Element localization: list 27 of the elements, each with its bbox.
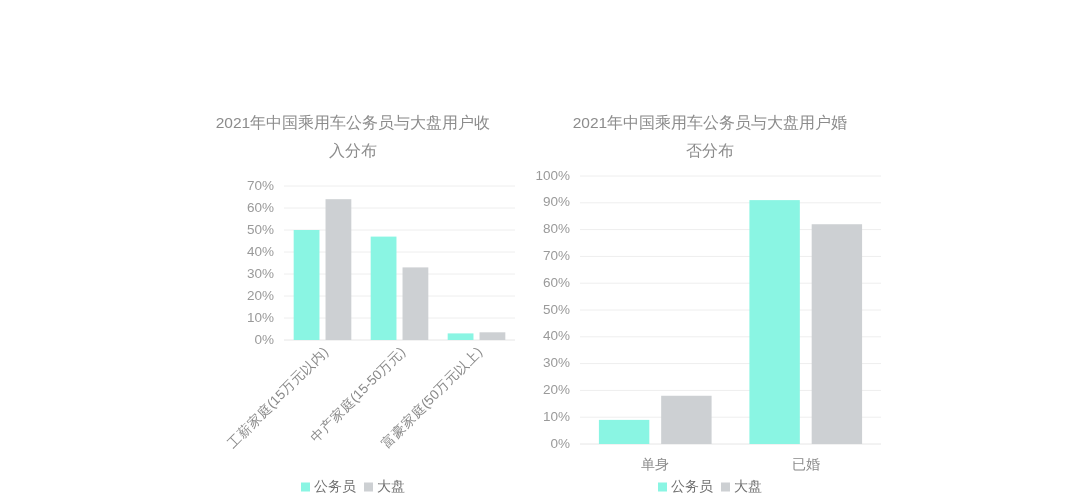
y-tick-label: 30%: [246, 265, 274, 281]
y-tick-label: 0%: [550, 435, 570, 451]
y-tick-label: 30%: [542, 355, 570, 371]
y-tick-label: 50%: [246, 221, 274, 237]
legend-label: 大盘: [734, 478, 762, 494]
y-tick-label: 40%: [246, 243, 274, 259]
y-tick-label: 60%: [246, 199, 274, 215]
title: 2021年中国乘用车公务员与大盘用户收入分布: [215, 114, 491, 160]
y-tick-label: 100%: [535, 167, 570, 183]
legend-label: 大盘: [377, 478, 405, 494]
y-tick-label: 70%: [542, 247, 570, 263]
y-tick-label: 20%: [542, 381, 570, 397]
y-tick-label: 70%: [246, 177, 274, 193]
title: 2021年中国乘用车公务员与大盘用户婚否分布: [572, 114, 848, 160]
legend-label: 公务员: [314, 478, 356, 494]
y-tick-label: 60%: [542, 274, 570, 290]
x-tick-label: 已婚: [791, 456, 820, 472]
y-tick-label: 80%: [542, 221, 570, 237]
y-tick-label: 0%: [254, 331, 274, 347]
y-tick-label: 10%: [542, 408, 570, 424]
y-tick-label: 10%: [246, 309, 274, 325]
y-tick-label: 40%: [542, 328, 570, 344]
y-tick-label: 20%: [246, 287, 274, 303]
y-tick-label: 50%: [542, 301, 570, 317]
x-tick-label: 单身: [641, 456, 670, 472]
y-tick-label: 90%: [542, 194, 570, 210]
legend-label: 公务员: [671, 478, 713, 494]
